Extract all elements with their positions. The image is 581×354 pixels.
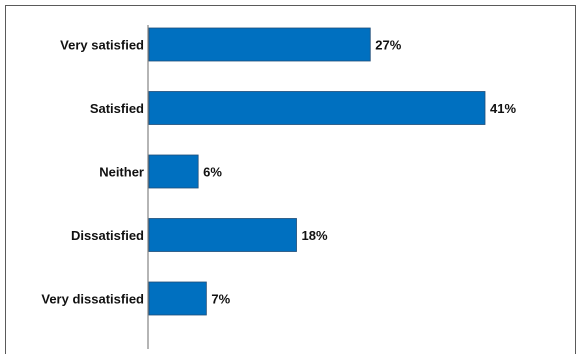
category-label: Very dissatisfied <box>41 292 144 307</box>
bar-4 <box>148 281 207 316</box>
category-label: Neither <box>99 165 144 180</box>
bars-group: Very satisfied 27% Satisfied 41% Neither 6% Di… <box>41 27 516 316</box>
chart-frame <box>5 5 576 354</box>
value-label: 6% <box>203 165 222 180</box>
value-label: 7% <box>211 292 230 307</box>
category-label: Satisfied <box>90 101 144 116</box>
bar-1 <box>148 91 486 125</box>
bar-0 <box>148 27 371 62</box>
category-label: Very satisfied <box>60 38 144 53</box>
value-label: 18% <box>302 228 328 243</box>
bar-3 <box>148 218 297 252</box>
bar-2 <box>148 154 199 189</box>
value-label: 41% <box>490 101 516 116</box>
value-label: 27% <box>375 38 401 53</box>
category-label: Dissatisfied <box>71 228 144 243</box>
